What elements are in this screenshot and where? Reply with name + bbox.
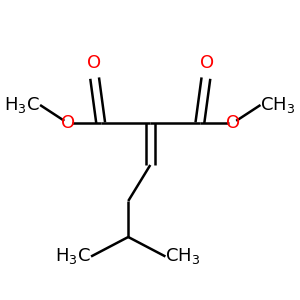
- Text: CH$_3$: CH$_3$: [165, 247, 201, 266]
- Text: CH$_3$: CH$_3$: [260, 95, 296, 115]
- Text: O: O: [61, 114, 75, 132]
- Text: H$_3$C: H$_3$C: [55, 247, 91, 266]
- Text: O: O: [226, 114, 240, 132]
- Text: O: O: [200, 54, 214, 72]
- Text: O: O: [87, 54, 101, 72]
- Text: H$_3$C: H$_3$C: [4, 95, 40, 115]
